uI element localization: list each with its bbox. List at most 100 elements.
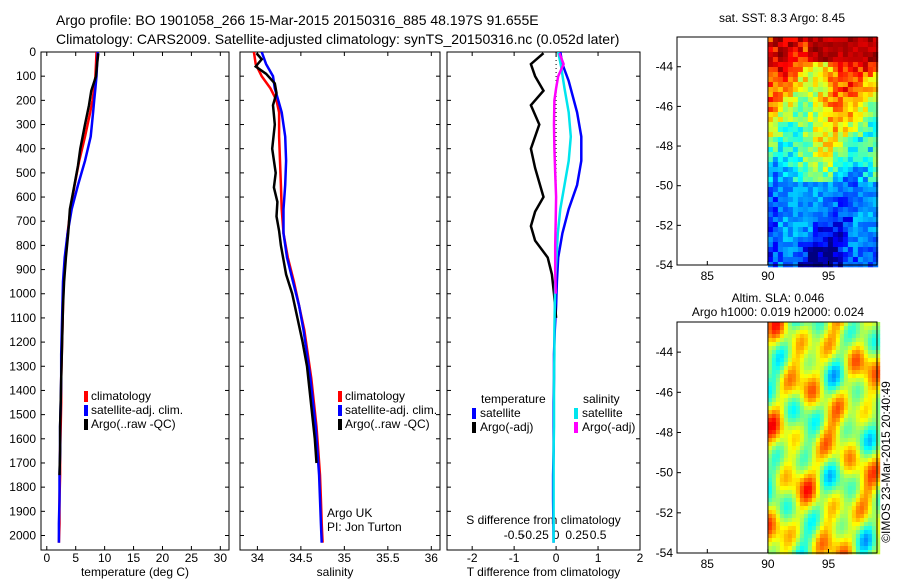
sdiff-tick-label: -0.5 <box>504 528 525 542</box>
temperature-axis-label: temperature (deg C) <box>81 565 189 579</box>
series-line-temperature-satelliteadjclim <box>57 52 99 543</box>
legend-label-difference: satellite <box>582 406 623 420</box>
temperature-tick-label: 30 <box>214 551 228 565</box>
map-lat-label: -48 <box>656 425 674 439</box>
map-lat-label: -46 <box>656 99 674 113</box>
plot-frame-salinity <box>239 51 441 551</box>
depth-tick-label: 800 <box>16 238 36 252</box>
map-lon-label: 95 <box>822 269 836 283</box>
legend-swatch-difference <box>472 408 476 419</box>
depth-tick-label: 700 <box>16 214 36 228</box>
salinity-tick-label: 34.5 <box>289 551 313 565</box>
map-field-sst-map <box>767 37 879 268</box>
map-frame-sla-map <box>676 321 878 554</box>
map-lat-label: -54 <box>656 258 674 272</box>
map-lat-label: -52 <box>656 506 674 520</box>
series-line-temperature-argorawqc <box>58 53 100 476</box>
tdiff-tick-label: 1 <box>595 551 602 565</box>
map-lat-label: -50 <box>656 466 674 480</box>
depth-tick-label: 1600 <box>9 432 36 446</box>
series-line-diff-sargoadj <box>552 52 565 294</box>
legend-swatch-temperature <box>84 405 88 416</box>
argo-uk-annotation: Argo UK <box>327 506 372 520</box>
map-lat-label: -52 <box>656 218 674 232</box>
depth-tick-label: 300 <box>16 118 36 132</box>
sst-map-title: sat. SST: 8.3 Argo: 8.45 <box>719 11 845 25</box>
salinity-tick-label: 35 <box>338 551 352 565</box>
profile-title: Argo profile: BO 1901058_266 15-Mar-2015… <box>56 12 539 28</box>
plot-frame-temperature <box>40 51 230 551</box>
sdiff-tick-label: 0.25 <box>565 528 589 542</box>
legend-swatch-difference <box>574 408 578 419</box>
sdiff-axis-label: S difference from climatology <box>466 513 621 527</box>
imos-timestamp: ©IMOS 23-Mar-2015 20:40:49 <box>879 381 893 543</box>
legend-label-difference: Argo(-adj) <box>480 420 533 434</box>
depth-tick-label: 1000 <box>9 287 36 301</box>
depth-tick-label: 1100 <box>10 311 36 325</box>
depth-tick-label: 1200 <box>9 335 36 349</box>
tdiff-tick-label: 2 <box>637 551 644 565</box>
depth-tick-label: 400 <box>16 142 36 156</box>
legend-label-salinity: climatology <box>345 389 405 403</box>
map-lat-label: -54 <box>656 546 674 560</box>
legend-swatch-difference <box>574 422 578 433</box>
depth-tick-label: 600 <box>16 190 36 204</box>
salinity-tick-label: 36 <box>425 551 439 565</box>
pi-annotation: PI: Jon Turton <box>327 520 402 534</box>
map-lon-label: 85 <box>701 557 715 571</box>
legend-label-temperature: satellite-adj. clim. <box>91 403 183 417</box>
depth-tick-label: 1400 <box>9 383 36 397</box>
tdiff-tick-label: -1 <box>509 551 520 565</box>
map-lon-label: 90 <box>761 557 775 571</box>
map-lon-label: 90 <box>761 269 775 283</box>
sdiff-tick-label: -0.25 <box>521 528 549 542</box>
series-line-salinity-argorawqc <box>253 52 318 464</box>
series-line-diff-tsatellite <box>551 52 583 543</box>
series-line-diff-ssatellite <box>552 52 573 543</box>
tdiff-tick-label: -2 <box>467 551 478 565</box>
map-lon-label: 95 <box>822 557 836 571</box>
sdiff-tick-label: 0.5 <box>590 528 607 542</box>
legend-swatch-salinity <box>338 419 342 430</box>
sla-map-title-2: Argo h1000: 0.019 h2000: 0.024 <box>692 305 864 319</box>
legend-swatch-salinity <box>338 391 342 402</box>
legend-header-salinity: salinity <box>583 392 620 406</box>
legend-swatch-salinity <box>338 405 342 416</box>
depth-tick-label: 900 <box>16 263 36 277</box>
depth-tick-label: 500 <box>16 166 36 180</box>
plot-frame-difference <box>446 51 641 551</box>
depth-tick-label: 0 <box>29 45 36 59</box>
legend-swatch-temperature <box>84 419 88 430</box>
legend-swatch-temperature <box>84 391 88 402</box>
temperature-tick-label: 0 <box>43 551 50 565</box>
legend-label-difference: Argo(-adj) <box>582 420 635 434</box>
depth-tick-label: 100 <box>16 69 36 83</box>
map-lat-label: -50 <box>656 179 674 193</box>
temperature-tick-label: 10 <box>98 551 112 565</box>
map-lat-label: -46 <box>656 385 674 399</box>
series-line-salinity-climatology <box>252 52 324 543</box>
depth-tick-label: 1800 <box>9 480 36 494</box>
depth-tick-label: 1500 <box>9 408 36 422</box>
sdiff-tick-label: 0 <box>553 528 560 542</box>
map-lat-label: -48 <box>656 139 674 153</box>
temperature-tick-label: 25 <box>185 551 199 565</box>
depth-tick-label: 1700 <box>9 456 36 470</box>
legend-label-salinity: Argo(..raw -QC) <box>345 417 430 431</box>
legend-label-difference: satellite <box>480 406 521 420</box>
depth-tick-label: 2000 <box>9 528 36 542</box>
depth-tick-label: 1900 <box>9 504 36 518</box>
temperature-tick-label: 5 <box>72 551 79 565</box>
map-lat-label: -44 <box>656 345 674 359</box>
depth-tick-label: 1300 <box>9 359 36 373</box>
sla-map-title-1: Altim. SLA: 0.046 <box>732 291 825 305</box>
map-field-sla-map <box>767 322 881 555</box>
series-line-diff-targoadj <box>529 52 558 319</box>
map-lon-label: 85 <box>701 269 715 283</box>
map-frame-sst-map <box>676 36 878 266</box>
salinity-tick-label: 35.5 <box>376 551 400 565</box>
climatology-title: Climatology: CARS2009. Satellite-adjuste… <box>56 31 620 47</box>
salinity-axis-label: salinity <box>317 565 354 579</box>
tdiff-axis-label: T difference from climatology <box>467 565 621 579</box>
